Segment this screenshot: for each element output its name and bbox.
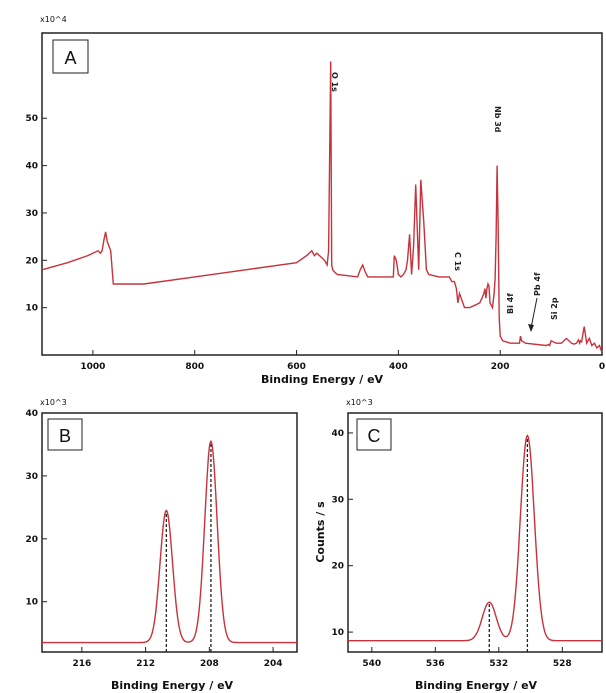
y-tick-label: 50: [25, 114, 38, 124]
panel-b-x-label: Binding Energy / eV: [111, 679, 234, 692]
panel-c-y-label: Counts / s: [314, 501, 327, 563]
panel-b-y-ticks: 10 20 30 40: [25, 409, 47, 608]
y-tick-label: 10: [331, 628, 344, 638]
panel-a-spectrum-line: [41, 61, 603, 353]
pb4f-arrowhead: [528, 324, 534, 332]
panel-a-y-multiplier: x10^4: [40, 15, 67, 24]
y-tick-label: 40: [331, 429, 344, 439]
panel-a-x-ticks: 1000 800 600 400 200 0: [80, 350, 605, 372]
y-tick-label: 30: [25, 209, 38, 219]
x-tick-label: 212: [136, 659, 155, 669]
panel-a-frame: [41, 32, 603, 356]
panel-a-label: A: [64, 48, 76, 68]
y-tick-label: 20: [25, 256, 38, 266]
annotation-pb4f: Pb 4f: [533, 272, 542, 296]
annotation-nb3d: Nb 3d: [493, 106, 502, 133]
y-tick-label: 20: [25, 535, 38, 545]
y-tick-label: 10: [25, 304, 38, 314]
annotation-c1s: C 1s: [453, 252, 462, 271]
y-tick-label: 40: [25, 162, 38, 172]
y-tick-label: 40: [25, 409, 38, 419]
panel-c-x-ticks: 540 536 532 528: [362, 647, 572, 669]
panel-c-x-label: Binding Energy / eV: [415, 679, 538, 692]
panel-b-frame: [41, 412, 298, 653]
panel-a-survey-spectrum: A x10^4 10 20 30 40 50 1000 800 600 400 200 0 O 1…: [25, 15, 605, 386]
x-tick-label: 600: [287, 362, 306, 372]
x-tick-label: 204: [264, 659, 283, 669]
y-tick-label: 20: [331, 562, 344, 572]
x-tick-label: 1000: [80, 362, 105, 372]
x-tick-label: 536: [426, 659, 445, 669]
x-tick-label: 400: [389, 362, 408, 372]
x-tick-label: 540: [362, 659, 381, 669]
panel-c-label: C: [368, 426, 381, 446]
panel-c-peak-markers: [488, 435, 529, 652]
panel-c-label-box: [356, 418, 392, 451]
panel-b-x-ticks: 216 212 208 204: [72, 647, 282, 669]
panel-b-label: B: [59, 426, 71, 446]
y-tick-label: 10: [25, 598, 38, 608]
panel-c-spectrum-line: [348, 434, 602, 642]
panel-b-nb3d-spectrum: B x10^3 10 20 30 40 216 212 208 204 Binding En…: [25, 398, 298, 692]
panel-c-y-ticks: 10 20 30 40: [331, 429, 353, 638]
annotation-si2p: Si 2p: [550, 297, 559, 320]
x-tick-label: 532: [489, 659, 508, 669]
annotation-bi4f: Bi 4f: [506, 293, 515, 314]
x-tick-label: 528: [553, 659, 572, 669]
panel-b-label-box: [47, 418, 83, 451]
pb4f-arrow: [530, 297, 538, 329]
panel-b-peak-markers: [165, 441, 212, 652]
panel-b-y-multiplier: x10^3: [40, 398, 67, 407]
panel-b-spectrum-line: [42, 439, 297, 644]
x-tick-label: 800: [185, 362, 204, 372]
x-tick-label: 200: [491, 362, 510, 372]
x-tick-label: 216: [72, 659, 91, 669]
panel-c-frame: [347, 412, 603, 653]
y-tick-label: 30: [25, 472, 38, 482]
panel-a-x-label: Binding Energy / eV: [261, 373, 384, 386]
panel-c-o1s-spectrum: C x10^3 Counts / s 10 20 30 40 540 536 532 528…: [314, 398, 603, 692]
panel-a-y-ticks: 10 20 30 40 50: [25, 114, 47, 314]
panel-c-y-multiplier: x10^3: [346, 398, 373, 407]
x-tick-label: 0: [599, 362, 605, 372]
y-tick-label: 30: [331, 495, 344, 505]
annotation-o1s: O 1s: [330, 72, 339, 92]
x-tick-label: 208: [200, 659, 219, 669]
panel-a-label-box: [52, 39, 89, 74]
